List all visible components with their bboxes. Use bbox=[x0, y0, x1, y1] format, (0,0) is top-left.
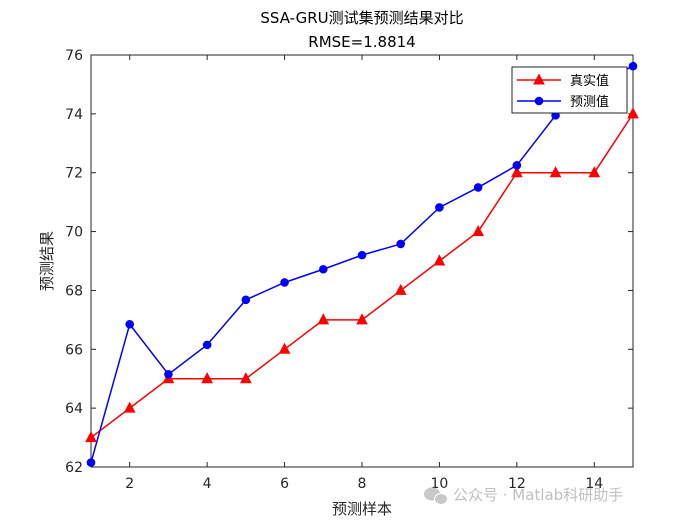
data-point bbox=[396, 239, 406, 249]
x-axis: 2 4 6 8 10 12 14 bbox=[125, 55, 603, 492]
data-point bbox=[201, 372, 213, 384]
legend-marker bbox=[534, 96, 544, 106]
y-axis: 62 64 66 68 70 72 74 76 bbox=[65, 48, 633, 476]
legend-box bbox=[511, 66, 628, 114]
data-point bbox=[357, 250, 367, 260]
data-point bbox=[394, 283, 407, 295]
x-axis-label: 预测样本 bbox=[332, 500, 392, 518]
x-tick-label: 14 bbox=[585, 476, 603, 492]
x-tick-label: 12 bbox=[508, 476, 526, 492]
y-tick-label: 62 bbox=[65, 460, 83, 476]
data-point bbox=[202, 340, 212, 350]
data-point bbox=[356, 313, 368, 325]
y-tick-label: 74 bbox=[65, 107, 83, 123]
data-point bbox=[125, 319, 135, 329]
data-point bbox=[433, 254, 446, 266]
watermark-text: 公众号 · Matlab科研助手 bbox=[453, 486, 623, 504]
legend-marker bbox=[533, 73, 545, 85]
plot-area bbox=[90, 54, 634, 468]
legend-label: 预测值 bbox=[570, 94, 609, 110]
data-point bbox=[278, 342, 291, 354]
data-point bbox=[627, 107, 639, 119]
watermark: 公众号 · Matlab科研助手 bbox=[424, 486, 623, 505]
data-point bbox=[511, 166, 523, 178]
y-tick-label: 68 bbox=[65, 283, 83, 299]
data-point bbox=[435, 203, 444, 212]
data-point bbox=[628, 61, 638, 71]
data-point bbox=[164, 370, 173, 379]
y-tick-label: 76 bbox=[65, 48, 83, 64]
data-point bbox=[240, 372, 252, 384]
data-point bbox=[512, 161, 522, 170]
y-tick-label: 66 bbox=[65, 342, 83, 358]
data-point bbox=[85, 430, 97, 443]
data-point bbox=[472, 224, 484, 237]
y-tick-label: 72 bbox=[65, 166, 83, 182]
chart-title: SSA-GRU测试集预测结果对比 bbox=[260, 9, 463, 27]
y-axis-label: 预测结果 bbox=[38, 231, 56, 291]
data-point bbox=[241, 295, 251, 305]
data-point bbox=[549, 166, 562, 178]
series-1 bbox=[85, 107, 639, 443]
legend-label: 真实值 bbox=[570, 73, 609, 89]
series-2 bbox=[86, 61, 638, 467]
y-tick-label: 70 bbox=[65, 225, 83, 241]
chart-subtitle: RMSE=1.8814 bbox=[308, 33, 415, 51]
x-tick-label: 4 bbox=[203, 476, 212, 492]
data-point bbox=[123, 401, 136, 413]
x-tick-label: 8 bbox=[358, 476, 367, 492]
data-point bbox=[588, 166, 601, 178]
data-point bbox=[318, 264, 328, 274]
x-tick-label: 2 bbox=[125, 476, 134, 492]
data-point bbox=[86, 458, 96, 467]
data-point bbox=[473, 183, 483, 192]
data-point bbox=[280, 278, 289, 287]
data-point bbox=[317, 313, 330, 325]
x-tick-label: 6 bbox=[280, 476, 289, 492]
y-tick-label: 64 bbox=[65, 401, 83, 417]
series-group bbox=[85, 61, 639, 467]
wechat-icon bbox=[424, 487, 448, 505]
